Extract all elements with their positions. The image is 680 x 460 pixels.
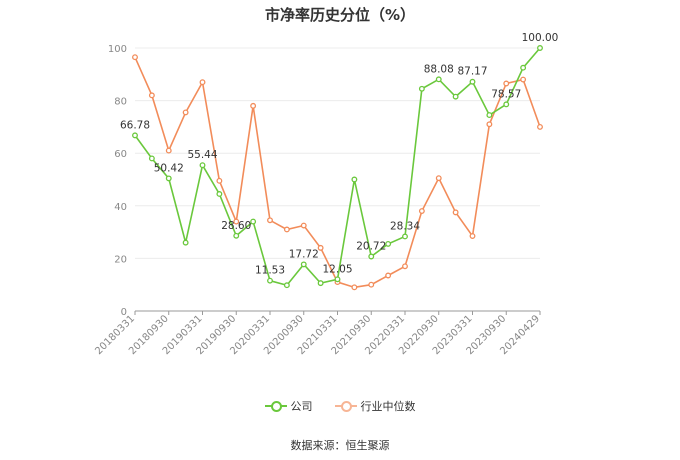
y-tick-label: 40 — [114, 202, 127, 213]
company-data-point — [503, 101, 510, 108]
company-data-point — [165, 175, 172, 182]
company-data-label: 28.60 — [221, 220, 251, 232]
industry-data-point — [199, 79, 206, 86]
data-source-note: 数据来源：恒生聚源 — [290, 439, 390, 452]
company-data-point — [267, 277, 273, 284]
company-data-point — [250, 218, 257, 225]
company-data-point — [368, 253, 375, 260]
line-chart: 0204060801002018033120180930201903312019… — [93, 32, 559, 357]
industry-data-point — [233, 218, 240, 225]
industry-data-point — [283, 226, 290, 233]
industry-data-point — [368, 281, 375, 288]
company-data-label: 88.08 — [424, 63, 454, 75]
company-data-point — [520, 64, 527, 71]
industry-data-point — [351, 284, 358, 291]
legend-industry-marker-icon — [334, 401, 357, 412]
industry-data-point — [402, 263, 408, 270]
legend-item-industry[interactable]: 行业中位数 — [334, 398, 416, 414]
legend-item-company[interactable]: 公司 — [264, 398, 313, 414]
company-data-point — [300, 261, 307, 268]
legend-company-marker-icon — [264, 401, 287, 412]
company-data-point — [334, 276, 341, 283]
company-data-label: 55.44 — [187, 149, 217, 161]
industry-data-point — [182, 109, 189, 116]
industry-data-point — [469, 233, 476, 239]
industry-data-point — [300, 222, 307, 229]
company-data-label: 100.00 — [522, 32, 559, 44]
company-data-point — [385, 240, 392, 247]
y-tick-label: 20 — [114, 254, 127, 265]
industry-data-point — [132, 54, 138, 61]
legend-industry-label: 行业中位数 — [360, 400, 416, 413]
company-data-point — [402, 233, 408, 240]
company-data-point — [199, 162, 206, 169]
y-tick-label: 80 — [114, 97, 127, 108]
legend-company-label: 公司 — [290, 400, 313, 413]
company-data-point — [351, 176, 358, 183]
company-data-point — [233, 232, 240, 239]
industry-data-point — [267, 217, 273, 224]
industry-data-point — [385, 272, 392, 279]
industry-data-point — [537, 123, 543, 130]
company-data-label: 20.72 — [356, 241, 386, 253]
company-data-point — [216, 191, 223, 197]
company-data-point — [486, 112, 493, 119]
company-data-point — [132, 132, 138, 139]
company-data-label: 87.17 — [457, 66, 487, 78]
company-series-line — [134, 47, 541, 287]
industry-data-point — [503, 80, 510, 87]
y-tick-label: 60 — [114, 149, 127, 160]
industry-data-point — [250, 102, 257, 109]
company-data-point — [283, 282, 290, 289]
industry-data-point — [520, 76, 527, 83]
industry-series-line — [134, 56, 541, 289]
industry-data-point — [452, 209, 459, 216]
chart-title: 市净率历史分位（%） — [264, 6, 416, 24]
industry-data-point — [216, 177, 223, 184]
company-data-point — [182, 239, 189, 246]
company-data-label: 28.34 — [390, 220, 420, 232]
company-data-label: 50.42 — [154, 162, 184, 174]
company-data-label: 66.78 — [120, 119, 150, 131]
y-tick-label: 100 — [108, 44, 127, 55]
company-data-point — [435, 76, 442, 83]
company-data-point — [418, 85, 425, 92]
company-data-point — [317, 280, 324, 287]
legend: 公司 行业中位数 — [0, 398, 680, 414]
company-data-point — [469, 78, 476, 85]
industry-data-point — [435, 175, 442, 182]
company-data-label: 17.72 — [289, 248, 319, 260]
company-data-point — [537, 45, 543, 51]
company-data-point — [148, 155, 155, 162]
company-data-label: 11.53 — [255, 265, 285, 277]
company-data-label: 12.05 — [322, 263, 352, 275]
company-data-point — [452, 93, 459, 100]
company-data-label: 78.57 — [491, 88, 521, 100]
y-tick-label: 0 — [121, 307, 127, 318]
industry-data-point — [165, 147, 172, 154]
industry-data-point — [317, 244, 324, 251]
industry-data-point — [148, 92, 155, 99]
industry-data-point — [418, 208, 425, 215]
industry-data-point — [486, 121, 493, 128]
